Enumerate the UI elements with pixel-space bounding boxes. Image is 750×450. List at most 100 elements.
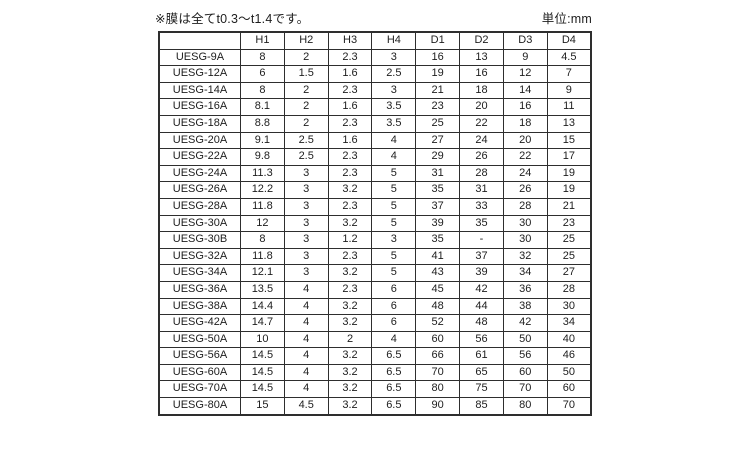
value-cell: 4 (371, 131, 417, 150)
value-cell: 34 (502, 264, 548, 282)
column-header: H1 (240, 31, 285, 50)
value-cell: 23 (546, 214, 592, 233)
value-cell: 4.5 (283, 397, 329, 416)
value-cell: 8 (240, 48, 285, 67)
value-cell: 48 (459, 314, 504, 332)
value-cell: 2 (283, 81, 329, 100)
model-name-cell: UESG-30A (158, 214, 241, 233)
value-cell: 14.7 (240, 314, 285, 332)
value-cell: 2 (283, 48, 329, 67)
value-cell: 2.3 (327, 280, 373, 299)
value-cell: 5 (371, 197, 417, 216)
value-cell: 13 (459, 48, 504, 67)
value-cell: 28 (459, 164, 504, 183)
value-cell: 2.3 (327, 247, 373, 266)
value-cell: 3.2 (327, 397, 373, 416)
header-row: H1 H2 H3 H4 D1 D2 D3 D4 (158, 31, 592, 50)
table-captions: ※膜は全てt0.3〜t1.4です。 単位:mm (155, 8, 592, 27)
table-row: UESG-60A 14.5 4 3.2 6.5 70 65 60 50 (158, 363, 592, 382)
table-row: UESG-32A 11.8 3 2.3 5 41 37 32 25 (158, 247, 592, 266)
value-cell: 2.3 (327, 197, 373, 216)
model-name-cell: UESG-36A (158, 280, 241, 299)
value-cell: 12.1 (240, 264, 285, 282)
value-cell: 14.5 (240, 347, 285, 365)
value-cell: 3.2 (327, 297, 373, 316)
value-cell: 90 (415, 397, 461, 416)
value-cell: 3 (283, 164, 329, 183)
value-cell: 66 (415, 347, 461, 365)
column-header (158, 31, 241, 50)
table-row: UESG-80A 15 4.5 3.2 6.5 90 85 80 70 (158, 397, 592, 416)
model-name-cell: UESG-18A (158, 114, 241, 133)
model-name-cell: UESG-30B (158, 231, 241, 249)
value-cell: 42 (459, 280, 504, 299)
value-cell: 48 (415, 297, 461, 316)
value-cell: 80 (415, 380, 461, 399)
table-row: UESG-36A 13.5 4 2.3 6 45 42 36 28 (158, 280, 592, 299)
value-cell: 3.2 (327, 214, 373, 233)
value-cell: 3 (371, 231, 417, 249)
value-cell: 60 (502, 363, 548, 382)
model-name-cell: UESG-24A (158, 164, 241, 183)
value-cell: 4.5 (546, 48, 592, 67)
value-cell: 56 (459, 330, 504, 349)
column-header: H2 (283, 31, 329, 50)
value-cell: 2.3 (327, 148, 373, 166)
value-cell: 5 (371, 247, 417, 266)
model-name-cell: UESG-12A (158, 65, 241, 83)
value-cell: 44 (459, 297, 504, 316)
table-row: UESG-16A 8.1 2 1.6 3.5 23 20 16 11 (158, 98, 592, 116)
value-cell: 4 (283, 347, 329, 365)
value-cell: 39 (459, 264, 504, 282)
table-row: UESG-50A 10 4 2 4 60 56 50 40 (158, 330, 592, 349)
model-name-cell: UESG-70A (158, 380, 241, 399)
value-cell: 3.2 (327, 363, 373, 382)
value-cell: 56 (502, 347, 548, 365)
value-cell: 70 (415, 363, 461, 382)
value-cell: 16 (502, 98, 548, 116)
value-cell: 18 (459, 81, 504, 100)
value-cell: 3.2 (327, 314, 373, 332)
value-cell: 30 (546, 297, 592, 316)
column-header: D2 (459, 31, 504, 50)
value-cell: 29 (415, 148, 461, 166)
value-cell: 5 (371, 264, 417, 282)
value-cell: 1.5 (283, 65, 329, 83)
value-cell: 6.5 (371, 397, 417, 416)
value-cell: 2.5 (371, 65, 417, 83)
value-cell: 11 (546, 98, 592, 116)
value-cell: 9 (546, 81, 592, 100)
value-cell: 43 (415, 264, 461, 282)
value-cell: 25 (546, 247, 592, 266)
model-name-cell: UESG-22A (158, 148, 241, 166)
value-cell: 21 (546, 197, 592, 216)
table-row: UESG-42A 14.7 4 3.2 6 52 48 42 34 (158, 314, 592, 332)
value-cell: 3.2 (327, 347, 373, 365)
value-cell: 6 (371, 297, 417, 316)
value-cell: 5 (371, 214, 417, 233)
value-cell: 45 (415, 280, 461, 299)
value-cell: 35 (415, 231, 461, 249)
model-name-cell: UESG-56A (158, 347, 241, 365)
value-cell: 28 (502, 197, 548, 216)
value-cell: 3.2 (327, 264, 373, 282)
value-cell: 4 (283, 363, 329, 382)
value-cell: 3 (283, 264, 329, 282)
unit-label: 単位:mm (541, 12, 592, 26)
value-cell: 9.1 (240, 131, 285, 150)
value-cell: 11.8 (240, 247, 285, 266)
value-cell: 27 (546, 264, 592, 282)
value-cell: 14.4 (240, 297, 285, 316)
table-row: UESG-38A 14.4 4 3.2 6 48 44 38 30 (158, 297, 592, 316)
value-cell: 9.8 (240, 148, 285, 166)
value-cell: 4 (283, 330, 329, 349)
value-cell: 38 (502, 297, 548, 316)
value-cell: 7 (546, 65, 592, 83)
film-thickness-note: ※膜は全てt0.3〜t1.4です。 (155, 12, 310, 26)
value-cell: 60 (415, 330, 461, 349)
model-name-cell: UESG-34A (158, 264, 241, 282)
value-cell: 3 (371, 48, 417, 67)
value-cell: 2.3 (327, 81, 373, 100)
table-row: UESG-12A 6 1.5 1.6 2.5 19 16 12 7 (158, 65, 592, 83)
value-cell: 2.5 (283, 131, 329, 150)
